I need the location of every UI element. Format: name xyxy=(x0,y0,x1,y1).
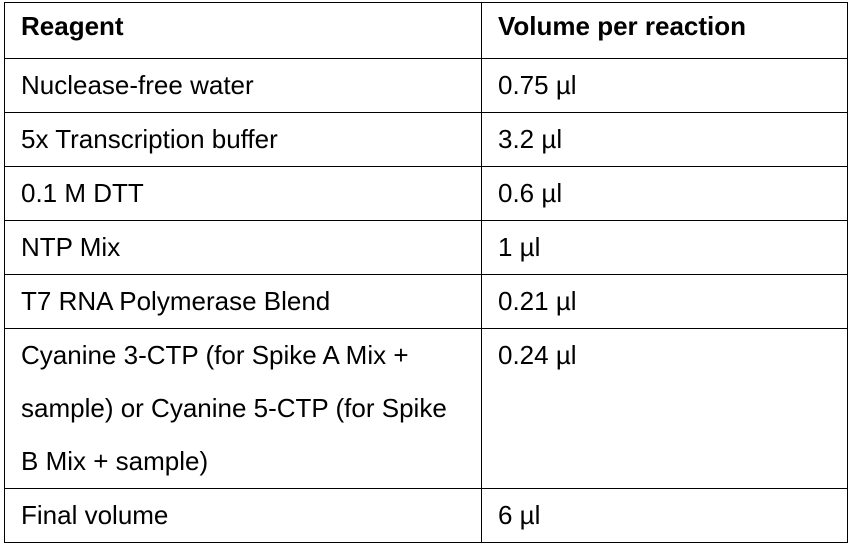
header-reagent: Reagent xyxy=(4,2,482,59)
reagent-cell: Final volume xyxy=(4,488,482,543)
reagent-cell: 0.1 M DTT xyxy=(4,166,482,221)
reagent-cell-text: Cyanine 3-CTP (for Spike A Mix + sample)… xyxy=(21,340,447,476)
table-row: Cyanine 3-CTP (for Spike A Mix + sample)… xyxy=(4,328,848,489)
volume-cell: 1 µl xyxy=(481,220,848,275)
table-header-row: Reagent Volume per reaction xyxy=(4,2,848,59)
volume-cell: 3.2 µl xyxy=(481,112,848,167)
table-row: 0.1 M DTT 0.6 µl xyxy=(4,166,848,221)
reagent-cell: Nuclease-free water xyxy=(4,58,482,113)
reagent-cell: T7 RNA Polymerase Blend xyxy=(4,274,482,329)
table-row-final-volume: Final volume 6 µl xyxy=(4,488,848,543)
volume-cell: 6 µl xyxy=(481,488,848,543)
header-volume: Volume per reaction xyxy=(481,2,848,59)
volume-cell: 0.21 µl xyxy=(481,274,848,329)
table-row: 5x Transcription buffer 3.2 µl xyxy=(4,112,848,167)
volume-cell: 0.24 µl xyxy=(481,328,848,489)
table-row: Nuclease-free water 0.75 µl xyxy=(4,58,848,113)
reagent-cell: 5x Transcription buffer xyxy=(4,112,482,167)
table-row: T7 RNA Polymerase Blend 0.21 µl xyxy=(4,274,848,329)
table-row: NTP Mix 1 µl xyxy=(4,220,848,275)
volume-cell: 0.6 µl xyxy=(481,166,848,221)
reagent-cell: Cyanine 3-CTP (for Spike A Mix + sample)… xyxy=(4,328,482,489)
volume-cell: 0.75 µl xyxy=(481,58,848,113)
reagent-cell: NTP Mix xyxy=(4,220,482,275)
reagent-table: Reagent Volume per reaction Nuclease-fre… xyxy=(4,2,848,543)
